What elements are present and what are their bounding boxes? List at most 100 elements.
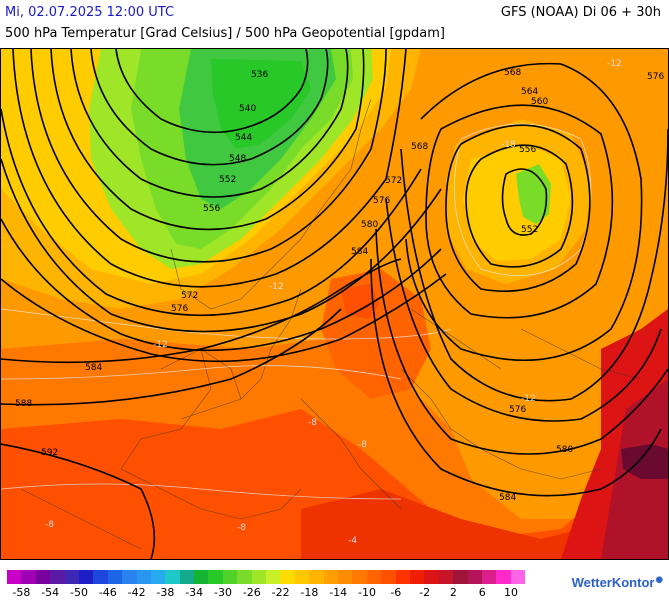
contour-label: 572 [385,176,402,186]
legend-swatch [64,570,79,584]
contour-560-east [445,124,591,292]
isotherm-label: -12 [521,394,536,404]
contour-564-west [1,108,422,317]
legend-swatch [309,570,324,584]
contour-592-west [1,443,156,559]
contour-label: 580 [556,445,573,455]
legend-swatch [50,570,65,584]
legend-swatch [107,570,123,584]
contour-556-east [465,144,574,268]
legend-label: 10 [504,586,518,599]
legend-swatch [150,570,166,584]
east-hottest-core [621,444,668,479]
model-run-label: GFS (NOAA) Di 06 + 30h [500,5,661,20]
legend-label: -2 [419,586,431,599]
contour-564-east [425,104,614,319]
legend-label: -22 [271,586,290,599]
contour-572-west [1,218,442,352]
isotherm-label: -8 [308,418,317,428]
legend-label: -6 [390,586,402,599]
contour-label: 576 [647,72,664,82]
legend-label: -10 [358,586,376,599]
contour-568-west [1,158,442,333]
isotherm-label: -18 [501,140,516,150]
legend-swatch [21,570,36,584]
legend-label: -38 [156,586,175,599]
contour-label: 568 [504,68,521,78]
contour-536 [115,49,309,134]
contour-540 [90,49,329,166]
legend-swatch [165,570,180,584]
isotherm-lines [1,123,592,500]
contour-label: 544 [235,133,252,143]
color-scale-labels: -58 -54 -50 -46 -42 -38 -34 -30 -26 -22 -18 -14 -10-… [0,586,560,600]
legend-label: -50 [70,586,88,599]
isotherm-labels: -12 -12 -12 -12 -8 -8 -8 -8 -4 -18 [45,59,622,546]
contour-label: 572 [181,291,198,301]
legend-swatch [510,570,526,584]
legend-label: -46 [98,586,117,599]
legend-label: -58 [12,586,31,599]
contour-label: 584 [499,493,516,503]
isotherm-label: -8 [237,523,246,533]
legend-swatch [35,570,51,584]
contour-label: 584 [85,363,102,373]
legend-swatch [352,570,367,584]
contour-544 [70,49,349,198]
isotherm-label: -8 [358,440,367,450]
contour-584-west [1,258,402,364]
legend-swatch [366,570,382,584]
weather-map[interactable]: 536 540 544 548 552 556 572 576 584 588 … [0,48,669,560]
legend-swatch [136,570,151,584]
logo-text: WetterKontor [571,575,655,590]
contour-556 [12,49,407,288]
central-warm-core [341,284,379,319]
contour-label: 576 [509,405,526,415]
parameter-description: 500 hPa Temperatur [Grad Celsius] / 500 … [5,26,446,41]
color-scale-legend [7,570,526,584]
legend-swatch [122,570,137,584]
legend-swatch [280,570,295,584]
legend-swatch [467,570,482,584]
legend-swatch [323,570,338,584]
contour-label: 576 [171,304,188,314]
contour-label: 564 [521,87,538,97]
legend-swatch [266,570,281,584]
wetterkontor-logo[interactable]: WetterKontor✺ [572,575,663,590]
contour-572-east [400,128,668,402]
contour-label: 560 [531,97,548,107]
contour-label: 556 [203,204,220,214]
legend-label: 6 [478,586,486,599]
contour-label: 568 [411,142,428,152]
contour-label: 556 [519,145,536,155]
legend-swatch [337,570,353,584]
contour-label: 580 [361,220,378,230]
isotherm-label: -12 [607,59,622,69]
contour-576-east [385,198,662,422]
contour-labels: 536 540 544 548 552 556 572 576 584 588 … [15,68,664,503]
temp-band-6 [1,409,668,559]
contour-label: 536 [251,70,268,80]
contour-label: 588 [15,399,32,409]
map-canvas: 536 540 544 548 552 556 572 576 584 588 … [1,49,668,559]
legend-label: -42 [127,586,146,599]
legend-swatch [496,570,511,584]
legend-swatch [7,570,22,584]
contour-580-east [375,228,668,455]
contour-548 [50,49,365,231]
contour-568-east [405,62,643,362]
contour-552-east [501,168,548,236]
forecast-datetime: Mi, 02.07.2025 12:00 UTC [5,5,175,20]
legend-label: -34 [185,586,204,599]
legend-swatch [93,570,108,584]
contour-588-west [1,308,342,406]
legend-label: -14 [329,586,348,599]
legend-label: -54 [41,586,60,599]
contour-label: 548 [229,154,246,164]
contour-576-west [1,273,447,363]
contour-label: 584 [351,247,368,257]
legend-swatch [424,570,439,584]
legend-swatch [237,570,252,584]
legend-label: -18 [300,586,319,599]
isotherm-label: -4 [348,536,357,546]
